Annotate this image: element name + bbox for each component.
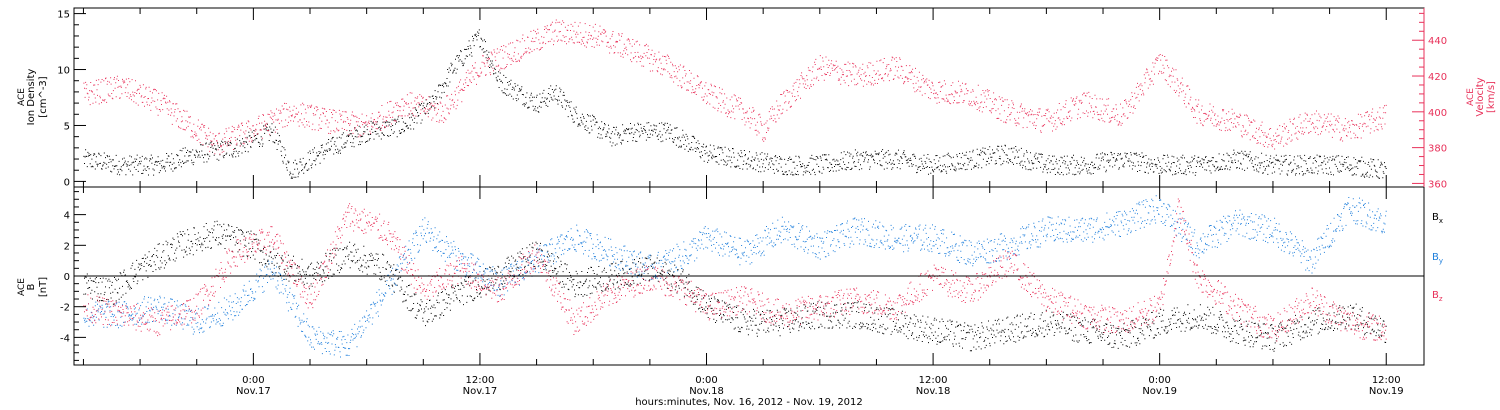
bottom-ytick-label: 0: [64, 272, 70, 283]
series-density-marks: [83, 29, 1387, 179]
bottom-ytick-label: -4: [60, 333, 70, 344]
bottom-left-ylabel-line3: [nT]: [38, 277, 49, 297]
series-b2-marks: [83, 198, 1387, 342]
series-velocity-points: [83, 19, 1387, 155]
top-left-ylabel-line3: [cm^-3]: [38, 76, 49, 117]
top-right-ytick-label: 380: [1428, 144, 1447, 155]
top-panel-series: [83, 19, 1387, 179]
legend-by-main: B: [1432, 252, 1439, 263]
top-right-ylabel-line3: [km/s]: [1486, 81, 1497, 113]
legend-bx-main: B: [1432, 212, 1439, 223]
bottom-legend: Bx By Bz: [1432, 212, 1443, 303]
top-right-ytick-label: 400: [1428, 108, 1447, 119]
legend-bz: Bz: [1432, 290, 1443, 303]
x-tick-date-label: Nov.17: [236, 386, 271, 397]
top-right-ytick-label: 440: [1428, 36, 1447, 47]
legend-bx-sub: x: [1439, 217, 1443, 225]
x-tick-time-label: 12:00: [466, 375, 495, 386]
x-tick-date-label: Nov.19: [1369, 386, 1404, 397]
top-right-ylabel: ACE Velocity [km/s]: [1466, 77, 1497, 116]
series-velocity-marks: [83, 19, 1387, 155]
top-right-ylabel-line2: Velocity: [1475, 77, 1486, 116]
legend-bx: Bx: [1432, 212, 1443, 225]
top-left-ylabel-line1: ACE: [17, 88, 27, 106]
top-left-ylabel: ACE Ion Density [cm^-3]: [17, 69, 49, 126]
top-left-ytick-label: 5: [64, 121, 70, 132]
x-tick-time-label: 0:00: [695, 375, 717, 386]
bottom-ytick-label: 4: [64, 211, 70, 222]
axes-ticks: 051015360380400420440-4-20240:00Nov.1712…: [57, 8, 1447, 397]
x-tick-date-label: Nov.17: [463, 386, 498, 397]
bottom-left-ylabel: ACE B [nT]: [17, 277, 49, 297]
bottom-ytick-label: 2: [64, 241, 70, 252]
bottom-ytick-label: -2: [60, 303, 70, 314]
x-axis-label: hours:minutes, Nov. 16, 2012 - Nov. 19, …: [635, 397, 863, 408]
legend-bz-sub: z: [1439, 295, 1443, 303]
top-panel-frame: [73, 7, 1425, 188]
x-tick-time-label: 0:00: [242, 375, 264, 386]
series-b2-points: [83, 198, 1387, 342]
series-density-points: [83, 29, 1387, 179]
top-right-ytick-label: 420: [1428, 72, 1447, 83]
top-right-ytick-label: 360: [1428, 179, 1447, 190]
legend-bz-main: B: [1432, 290, 1439, 301]
legend-by-sub: y: [1439, 257, 1443, 265]
x-tick-date-label: Nov.18: [916, 386, 951, 397]
top-right-ylabel-line1: ACE: [1466, 88, 1476, 106]
x-tick-time-label: 12:00: [1372, 375, 1401, 386]
x-tick-time-label: 12:00: [919, 375, 948, 386]
x-tick-time-label: 0:00: [1148, 375, 1170, 386]
x-tick-date-label: Nov.18: [689, 386, 724, 397]
bottom-left-ylabel-line1: ACE: [17, 278, 27, 296]
top-left-ytick-label: 15: [57, 10, 70, 21]
legend-by: By: [1432, 252, 1443, 265]
x-tick-date-label: Nov.19: [1142, 386, 1177, 397]
top-left-ylabel-line2: Ion Density: [26, 69, 37, 126]
top-left-ytick-label: 10: [57, 66, 70, 77]
bottom-left-ylabel-line2: B: [26, 283, 37, 290]
top-left-ytick-label: 0: [64, 177, 70, 188]
